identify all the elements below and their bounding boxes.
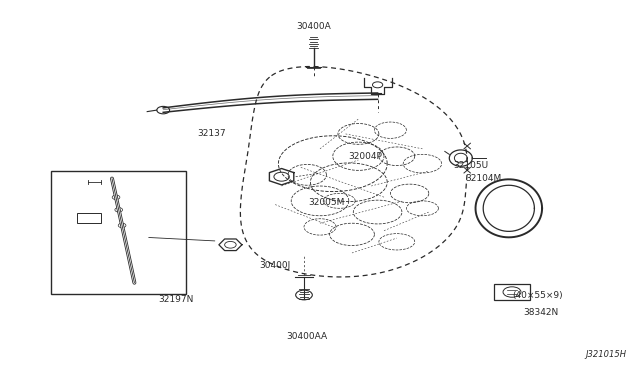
- Text: 32004P: 32004P: [348, 152, 381, 161]
- Text: 32104M: 32104M: [465, 174, 501, 183]
- Text: 32005M: 32005M: [308, 198, 344, 207]
- Text: 30400J: 30400J: [260, 262, 291, 270]
- Text: 32105U: 32105U: [453, 161, 488, 170]
- Text: 38342N: 38342N: [523, 308, 559, 317]
- Text: 30400AA: 30400AA: [287, 332, 328, 341]
- Text: 32137: 32137: [197, 129, 225, 138]
- Bar: [77, 213, 101, 223]
- Bar: [494, 284, 530, 300]
- Text: 30400A: 30400A: [296, 22, 331, 31]
- Text: (40×55×9): (40×55×9): [512, 291, 563, 300]
- Bar: [51, 171, 186, 294]
- Text: J321015H: J321015H: [585, 350, 626, 359]
- Text: 32197N: 32197N: [158, 295, 194, 304]
